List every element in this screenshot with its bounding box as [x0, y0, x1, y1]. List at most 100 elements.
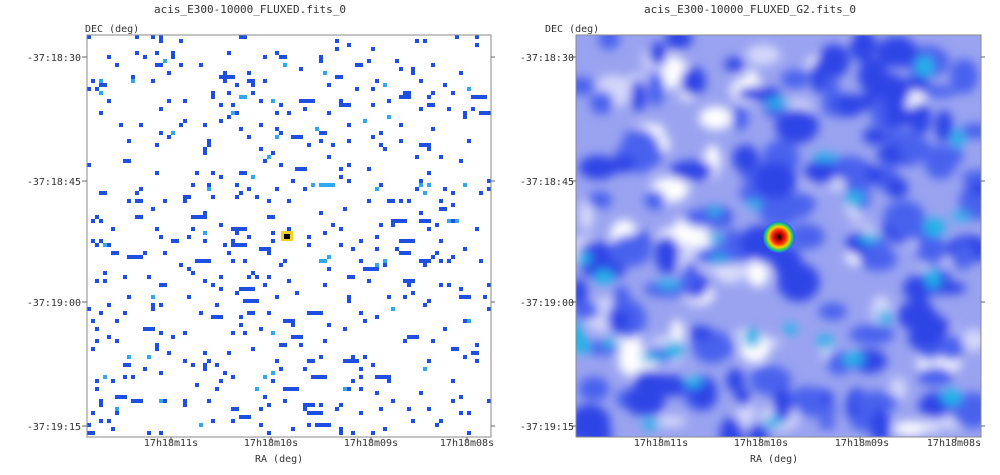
photon-event — [247, 135, 251, 139]
photon-event — [267, 251, 271, 255]
photon-event — [423, 39, 427, 43]
photon-event — [335, 47, 339, 51]
photon-event — [211, 95, 215, 99]
photon-event — [159, 399, 163, 403]
photon-event — [307, 359, 311, 363]
noise-blob — [883, 200, 925, 232]
photon-event — [187, 295, 191, 299]
photon-event — [387, 295, 391, 299]
photon-event — [259, 327, 263, 331]
photon-event — [203, 367, 207, 371]
photon-event — [155, 63, 163, 67]
photon-event — [263, 55, 267, 59]
photon-event — [359, 367, 363, 371]
photon-event — [427, 183, 431, 187]
photon-event — [207, 139, 211, 143]
noise-blob — [783, 323, 798, 335]
photon-event — [447, 283, 451, 287]
photon-event — [315, 423, 331, 427]
right-fits-image[interactable] — [500, 0, 1000, 475]
plot-frame — [575, 34, 982, 438]
photon-event — [103, 375, 107, 379]
photon-event — [407, 283, 411, 287]
photon-event — [139, 123, 143, 127]
noise-blob — [683, 376, 704, 388]
photon-event — [299, 99, 315, 103]
photon-event — [159, 371, 163, 375]
noise-blob — [938, 334, 965, 362]
photon-event — [275, 295, 279, 299]
left-fits-image[interactable] — [0, 0, 500, 475]
photon-event — [459, 295, 471, 299]
photon-event — [467, 411, 471, 415]
photon-event — [423, 191, 427, 195]
photon-event — [267, 431, 271, 435]
photon-event — [379, 143, 383, 147]
photon-event — [399, 199, 403, 203]
noise-blob — [578, 155, 618, 180]
photon-event — [375, 235, 379, 239]
photon-event — [343, 207, 347, 211]
photon-event — [307, 311, 323, 315]
photon-event — [367, 199, 371, 203]
photon-event — [439, 419, 443, 423]
photon-event — [311, 183, 315, 187]
photon-event — [123, 311, 127, 315]
photon-event — [375, 267, 379, 271]
photon-event — [363, 119, 367, 123]
photon-event — [431, 339, 435, 343]
photon-event — [471, 351, 475, 355]
photon-event — [463, 183, 467, 187]
photon-event — [111, 427, 115, 431]
photon-event — [307, 243, 311, 247]
photon-event — [419, 219, 431, 223]
left-panel-title: acis_E300-10000_FLUXED.fits_0 — [153, 3, 347, 16]
photon-event — [123, 159, 127, 163]
photon-event — [347, 179, 351, 183]
photon-event — [375, 187, 379, 191]
photon-event — [283, 387, 299, 391]
photon-event — [279, 55, 283, 59]
photon-event — [103, 243, 107, 247]
noise-blob — [642, 418, 660, 430]
noise-blob — [576, 251, 592, 265]
noise-blob — [653, 415, 687, 427]
photon-event — [267, 199, 271, 203]
right-x-tick-3: 17h18m08s — [926, 438, 982, 449]
photon-event — [291, 135, 303, 139]
photon-event — [199, 63, 203, 67]
photon-event — [155, 171, 159, 175]
photon-event — [247, 187, 251, 191]
noise-blob — [848, 324, 895, 345]
noise-blob — [782, 193, 817, 214]
noise-blob — [708, 206, 722, 217]
photon-event — [411, 419, 415, 423]
photon-event — [211, 171, 215, 175]
noise-blob — [818, 416, 836, 430]
photon-event — [275, 111, 279, 115]
photon-event — [359, 311, 363, 315]
photon-event — [247, 71, 251, 75]
photon-event — [475, 227, 479, 231]
photon-event — [327, 255, 331, 259]
noise-blob — [664, 341, 685, 359]
photon-event — [235, 183, 239, 187]
photon-event — [427, 147, 431, 151]
photon-event — [307, 143, 311, 147]
photon-event — [311, 375, 327, 379]
photon-event — [219, 175, 223, 179]
photon-event — [287, 279, 291, 283]
photon-event — [183, 99, 187, 103]
photon-event — [399, 239, 415, 243]
photon-event — [99, 403, 103, 407]
photon-event — [415, 187, 419, 191]
photon-event — [355, 87, 359, 91]
photon-event — [347, 163, 351, 167]
photon-event — [287, 199, 291, 203]
noise-blob — [612, 285, 631, 312]
photon-event — [179, 123, 183, 127]
photon-event — [391, 223, 395, 227]
photon-event — [243, 35, 247, 39]
photon-event — [191, 363, 195, 367]
photon-event — [291, 335, 303, 339]
